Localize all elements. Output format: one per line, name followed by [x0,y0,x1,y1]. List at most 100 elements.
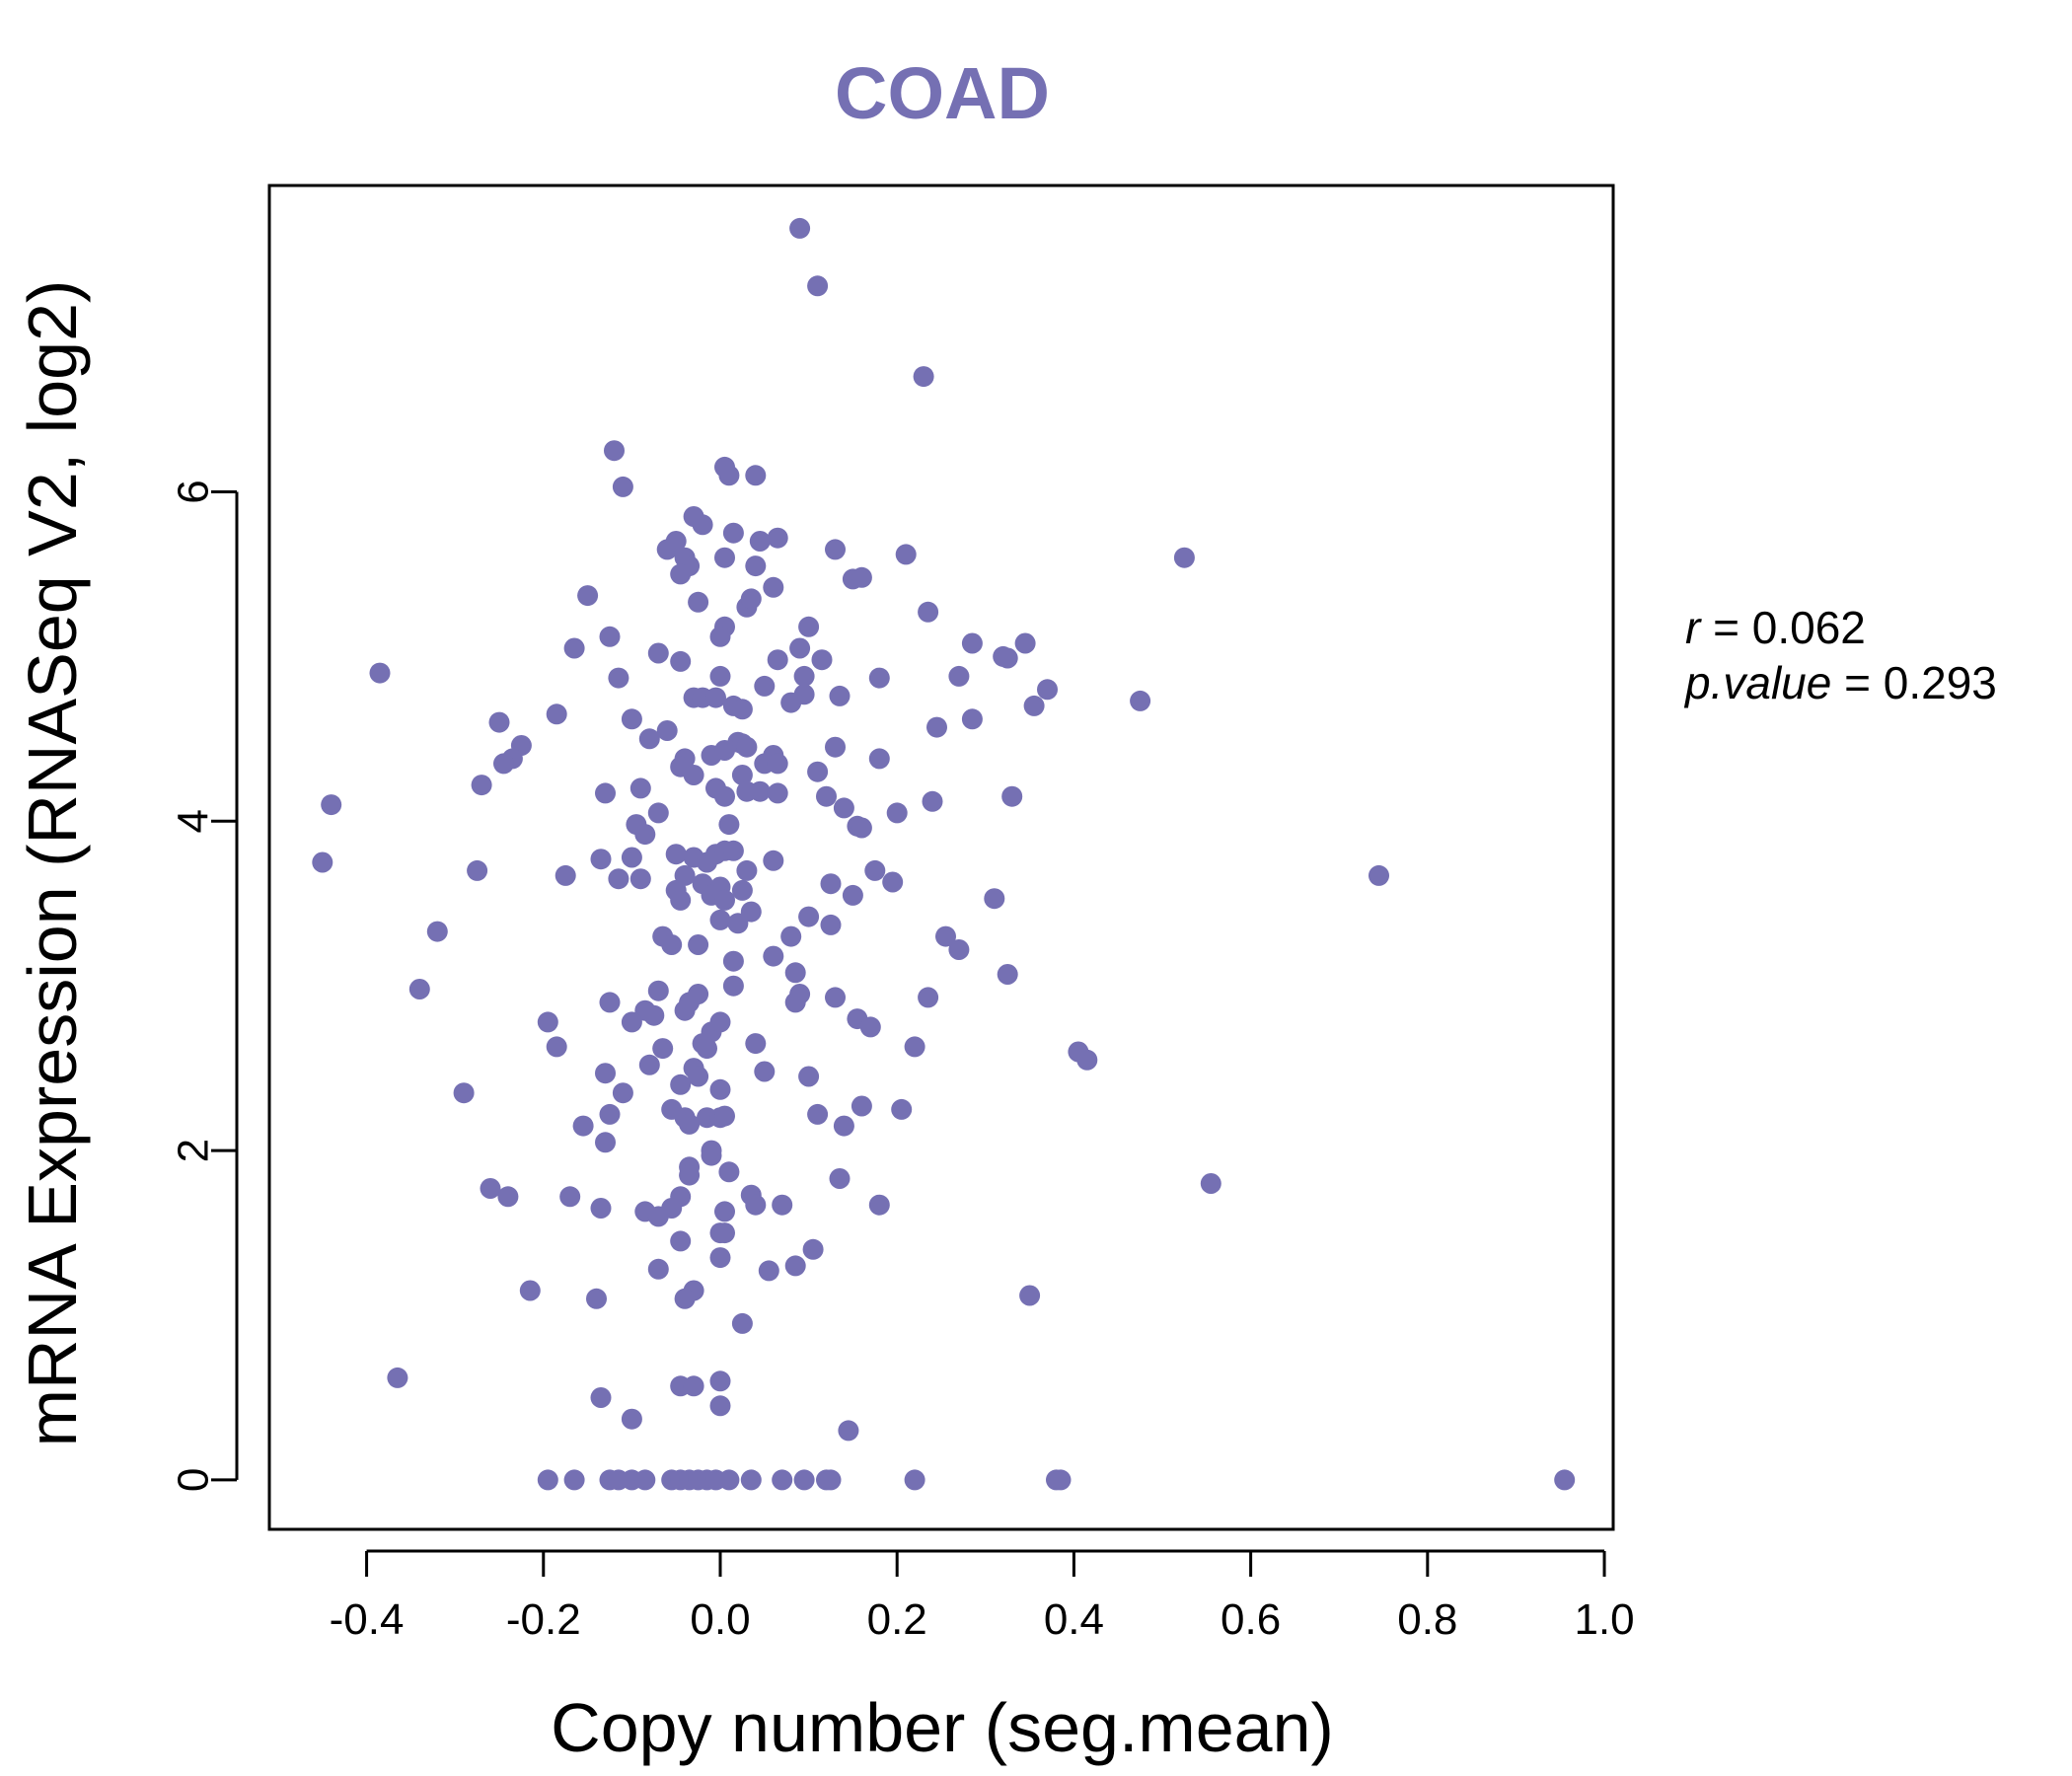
data-point-54 [868,667,890,689]
data-point-50 [793,665,815,687]
data-point-99 [1001,785,1023,807]
data-point-37 [961,632,983,654]
data-point-128 [820,873,842,895]
data-point-62 [638,728,660,750]
data-point-85 [868,748,890,770]
data-point-186 [453,1082,475,1104]
data-point-148 [763,945,784,967]
data-point-52 [780,692,802,713]
data-point-100 [321,794,342,816]
data-point-36 [811,649,833,671]
data-point-201 [679,1113,701,1135]
data-point-231 [519,1280,541,1301]
data-point-245 [537,1469,558,1491]
data-point-236 [731,1312,753,1334]
data-point-230 [758,1260,779,1282]
data-point-149 [935,925,956,947]
data-point-130 [882,871,904,893]
data-point-197 [851,1095,872,1117]
data-point-19 [767,527,788,549]
data-point-180 [638,1054,660,1075]
data-point-111 [590,849,612,870]
data-point-88 [595,782,616,804]
data-point-95 [767,782,788,804]
data-point-144 [661,934,683,955]
data-point-226 [709,1247,731,1269]
data-point-198 [891,1098,913,1120]
data-point-27 [688,591,709,613]
data-point-72 [493,753,514,775]
data-point-118 [722,840,744,861]
data-point-187 [612,1082,633,1104]
x-tick-label: 0.4 [1044,1595,1104,1644]
data-point-196 [807,1103,829,1125]
data-point-30 [918,601,939,623]
data-point-18 [749,531,771,552]
data-point-160 [647,980,669,1001]
data-point-199 [572,1115,594,1137]
y-tick-label: 4 [170,809,218,833]
data-point-46 [608,667,629,689]
data-point-171 [859,1016,881,1038]
data-point-185 [798,1066,820,1087]
x-axis: -0.4 -0.2 0.0 0.2 0.4 0.6 0.8 1.0 [330,1549,1635,1644]
data-point-151 [408,979,430,999]
stats-annotation: r = 0.062 p.value = 0.293 [1683,602,1997,708]
data-point-250 [634,1469,656,1491]
data-point-129 [842,884,863,906]
x-tick-label: -0.4 [330,1595,405,1644]
data-point-195 [714,1105,735,1127]
data-point-64 [705,687,726,708]
data-point-235 [1019,1285,1041,1306]
data-point-260 [793,1469,815,1491]
data-point-29 [740,588,762,610]
plot-frame [267,184,1615,1531]
data-point-165 [621,1011,642,1033]
data-point-35 [789,637,811,659]
x-tick-label: 0.6 [1221,1595,1281,1644]
x-axis-label: Copy number (seg.mean) [551,1689,1334,1766]
data-point-237 [387,1367,408,1388]
data-point-212 [559,1186,581,1208]
data-point-41 [647,642,669,664]
data-point-121 [608,868,629,890]
x-tick-label: 0.0 [690,1595,750,1644]
data-point-206 [679,1164,701,1186]
data-point-223 [670,1230,692,1252]
data-point-39 [369,662,391,684]
data-point-13 [665,531,687,552]
data-point-175 [697,1038,717,1060]
data-point-167 [674,999,696,1021]
data-point-163 [688,984,709,1004]
data-point-87 [471,775,492,796]
data-point-106 [886,802,908,824]
data-point-55 [948,665,970,687]
data-point-120 [864,859,886,881]
x-tick-label: 0.2 [867,1595,927,1644]
data-point-229 [647,1258,669,1280]
data-point-258 [740,1469,762,1491]
data-point-58 [1130,690,1151,711]
data-point-262 [820,1469,842,1491]
chart-title: COAD [835,52,1050,134]
data-point-97 [833,797,854,819]
y-axis: 0 2 4 6 [170,480,239,1492]
data-point-2 [913,366,934,388]
data-point-11 [722,522,744,544]
data-point-131 [1369,864,1389,886]
data-point-182 [688,1066,709,1087]
data-point-83 [767,753,788,775]
data-point-17 [714,547,735,568]
data-point-16 [670,563,692,585]
data-point-34 [798,616,820,637]
data-point-89 [629,777,651,799]
data-point-166 [643,1004,665,1026]
data-point-137 [709,909,731,930]
data-point-107 [634,824,656,846]
data-point-215 [745,1194,767,1216]
data-point-141 [984,888,1005,910]
data-point-91 [714,785,735,807]
data-point-234 [586,1288,607,1309]
data-point-7 [745,465,767,486]
data-point-3 [604,440,625,462]
